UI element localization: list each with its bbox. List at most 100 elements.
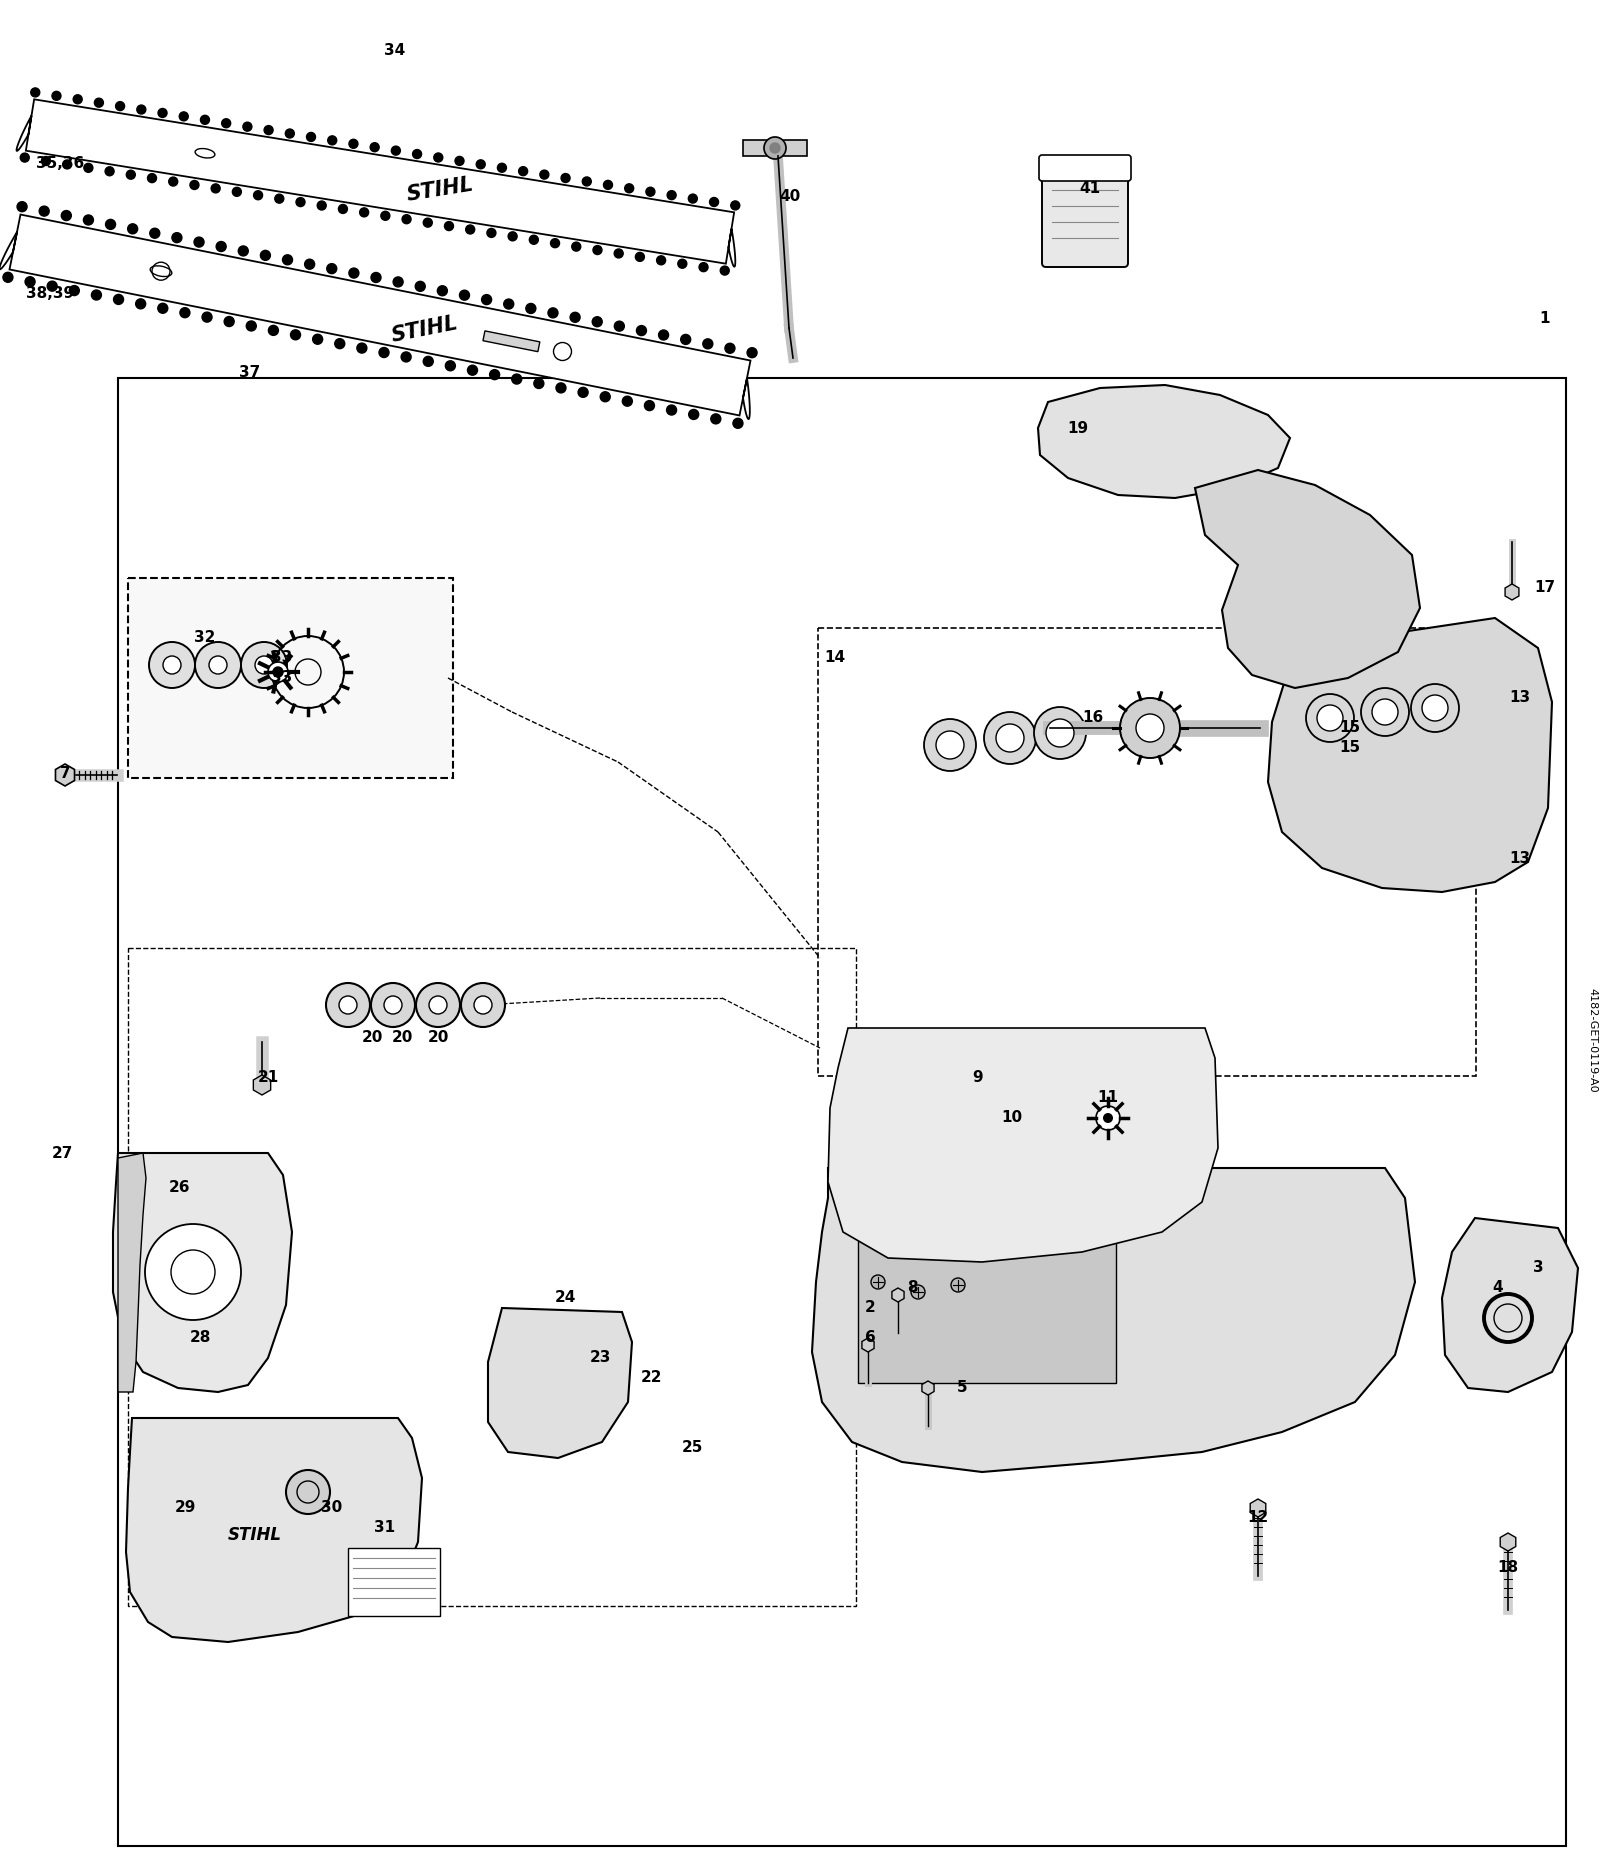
Circle shape bbox=[158, 109, 166, 118]
Circle shape bbox=[38, 206, 50, 217]
Circle shape bbox=[747, 348, 757, 357]
Circle shape bbox=[179, 307, 190, 318]
Circle shape bbox=[429, 995, 446, 1014]
Circle shape bbox=[582, 178, 592, 185]
Polygon shape bbox=[1038, 385, 1290, 498]
Circle shape bbox=[667, 191, 677, 200]
Circle shape bbox=[622, 397, 632, 406]
Bar bbox=[818, 629, 1475, 1076]
Circle shape bbox=[534, 378, 544, 389]
Circle shape bbox=[357, 342, 366, 354]
Bar bbox=[858, 1197, 1117, 1383]
Circle shape bbox=[424, 219, 432, 226]
Circle shape bbox=[269, 326, 278, 335]
Circle shape bbox=[659, 329, 669, 341]
Text: 16: 16 bbox=[1082, 711, 1104, 726]
Circle shape bbox=[381, 211, 390, 221]
Text: 13: 13 bbox=[1509, 690, 1531, 705]
Circle shape bbox=[158, 303, 168, 312]
Circle shape bbox=[870, 1274, 885, 1289]
Circle shape bbox=[710, 413, 722, 425]
Text: 4: 4 bbox=[1493, 1280, 1504, 1295]
Text: 1: 1 bbox=[1539, 311, 1550, 326]
Polygon shape bbox=[118, 1153, 146, 1392]
Bar bbox=[349, 1547, 440, 1617]
Circle shape bbox=[83, 163, 93, 172]
Circle shape bbox=[936, 732, 963, 760]
Circle shape bbox=[312, 335, 323, 344]
Circle shape bbox=[190, 180, 198, 189]
Circle shape bbox=[1306, 694, 1354, 743]
Circle shape bbox=[274, 666, 283, 677]
Text: 2: 2 bbox=[864, 1300, 875, 1315]
Circle shape bbox=[733, 419, 742, 428]
Text: 38,39: 38,39 bbox=[26, 286, 74, 301]
Text: 9: 9 bbox=[973, 1070, 984, 1085]
Circle shape bbox=[21, 153, 29, 163]
Circle shape bbox=[360, 208, 368, 217]
Circle shape bbox=[147, 174, 157, 183]
Bar bbox=[128, 949, 856, 1605]
Circle shape bbox=[910, 1285, 925, 1298]
Text: 29: 29 bbox=[174, 1501, 195, 1516]
Polygon shape bbox=[1267, 617, 1552, 892]
Circle shape bbox=[126, 170, 136, 180]
Circle shape bbox=[349, 138, 358, 148]
Circle shape bbox=[1317, 705, 1342, 732]
Circle shape bbox=[291, 329, 301, 341]
Circle shape bbox=[555, 384, 566, 393]
Circle shape bbox=[526, 303, 536, 314]
Circle shape bbox=[304, 260, 315, 269]
Text: 11: 11 bbox=[1098, 1091, 1118, 1106]
Circle shape bbox=[512, 374, 522, 384]
Text: 20: 20 bbox=[392, 1031, 413, 1046]
Text: 20: 20 bbox=[362, 1031, 382, 1046]
Circle shape bbox=[594, 245, 602, 254]
Circle shape bbox=[490, 370, 499, 380]
Circle shape bbox=[216, 241, 226, 251]
Circle shape bbox=[702, 339, 714, 348]
Circle shape bbox=[518, 167, 528, 176]
Circle shape bbox=[222, 118, 230, 127]
Circle shape bbox=[445, 221, 453, 230]
Bar bbox=[742, 140, 806, 155]
Circle shape bbox=[238, 245, 248, 256]
Text: 18: 18 bbox=[1498, 1560, 1518, 1575]
Circle shape bbox=[709, 198, 718, 206]
Text: 40: 40 bbox=[779, 189, 800, 204]
Circle shape bbox=[150, 228, 160, 238]
Circle shape bbox=[51, 92, 61, 101]
Circle shape bbox=[61, 211, 72, 221]
Circle shape bbox=[1120, 698, 1181, 758]
Circle shape bbox=[667, 404, 677, 415]
Circle shape bbox=[210, 657, 227, 674]
Text: 15: 15 bbox=[1339, 741, 1360, 756]
Circle shape bbox=[477, 159, 485, 168]
Circle shape bbox=[171, 232, 182, 243]
Circle shape bbox=[94, 97, 104, 107]
Circle shape bbox=[600, 391, 610, 402]
Circle shape bbox=[474, 995, 493, 1014]
Circle shape bbox=[254, 657, 274, 674]
Circle shape bbox=[562, 174, 570, 183]
FancyBboxPatch shape bbox=[1042, 170, 1128, 268]
Circle shape bbox=[731, 200, 739, 210]
Circle shape bbox=[765, 137, 786, 159]
Text: 26: 26 bbox=[170, 1181, 190, 1196]
Circle shape bbox=[416, 982, 461, 1027]
Text: 31: 31 bbox=[374, 1521, 395, 1536]
Polygon shape bbox=[483, 331, 539, 352]
Circle shape bbox=[46, 281, 58, 292]
Circle shape bbox=[1102, 1113, 1114, 1123]
Text: 10: 10 bbox=[1002, 1111, 1022, 1126]
Circle shape bbox=[624, 183, 634, 193]
Polygon shape bbox=[126, 1418, 422, 1643]
Circle shape bbox=[371, 982, 414, 1027]
Circle shape bbox=[699, 262, 709, 271]
Circle shape bbox=[504, 299, 514, 309]
Circle shape bbox=[688, 195, 698, 204]
Circle shape bbox=[1422, 694, 1448, 720]
Circle shape bbox=[645, 400, 654, 410]
Circle shape bbox=[413, 150, 421, 159]
Circle shape bbox=[547, 309, 558, 318]
